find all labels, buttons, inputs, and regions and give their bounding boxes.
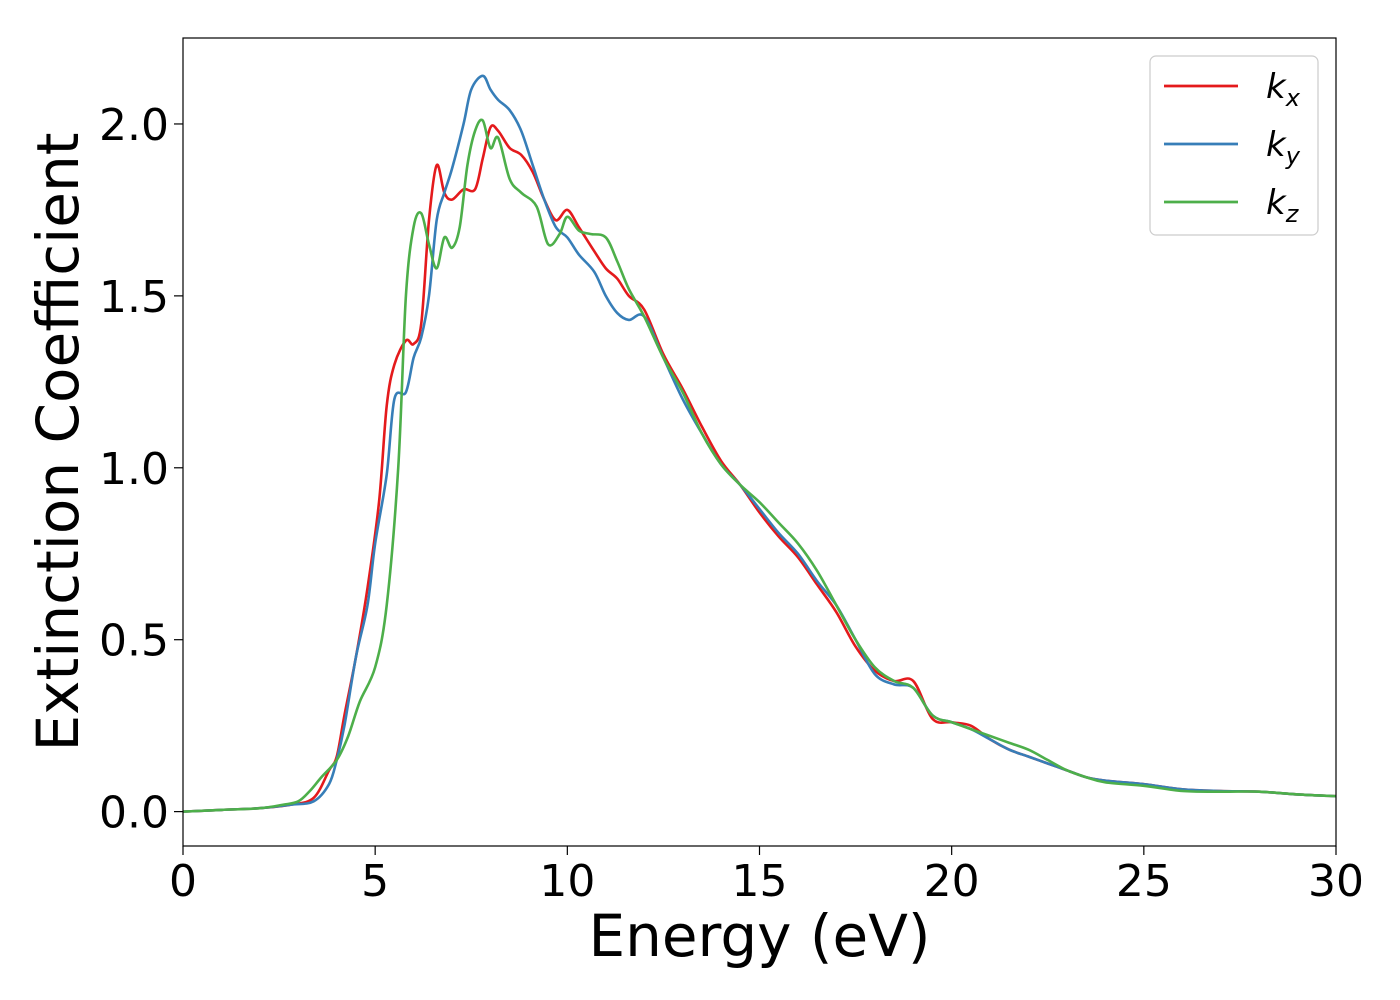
y-tick-label: 1.5 [99,272,169,323]
x-tick-label: 15 [732,856,788,907]
x-tick-label: 10 [539,856,595,907]
legend-box [1149,55,1319,236]
y-tick-label: 0.5 [99,616,169,667]
y-axis-ticks: 0.0 0.5 1.0 1.5 2.0 [99,100,183,839]
x-axis-ticks: 0 5 10 15 20 25 30 [169,846,1364,907]
y-tick-label: 1.0 [99,444,169,495]
x-tick-label: 30 [1308,856,1364,907]
x-tick-label: 20 [924,856,980,907]
plot-lines [183,74,1336,813]
legend-label-k-x: kx [1266,67,1301,112]
series-line-k-z [183,118,1336,813]
legend-label-k-y: ky [1266,125,1301,170]
series-line-k-y [183,74,1336,813]
y-tick-label: 2.0 [99,100,169,151]
y-tick-label: 0.0 [99,788,169,839]
x-tick-label: 5 [361,856,389,907]
x-axis-title: Energy (eV) [588,902,930,970]
y-axis-title: Extinction Coefficient [24,133,92,752]
x-tick-label: 0 [169,856,197,907]
x-tick-label: 25 [1116,856,1172,907]
